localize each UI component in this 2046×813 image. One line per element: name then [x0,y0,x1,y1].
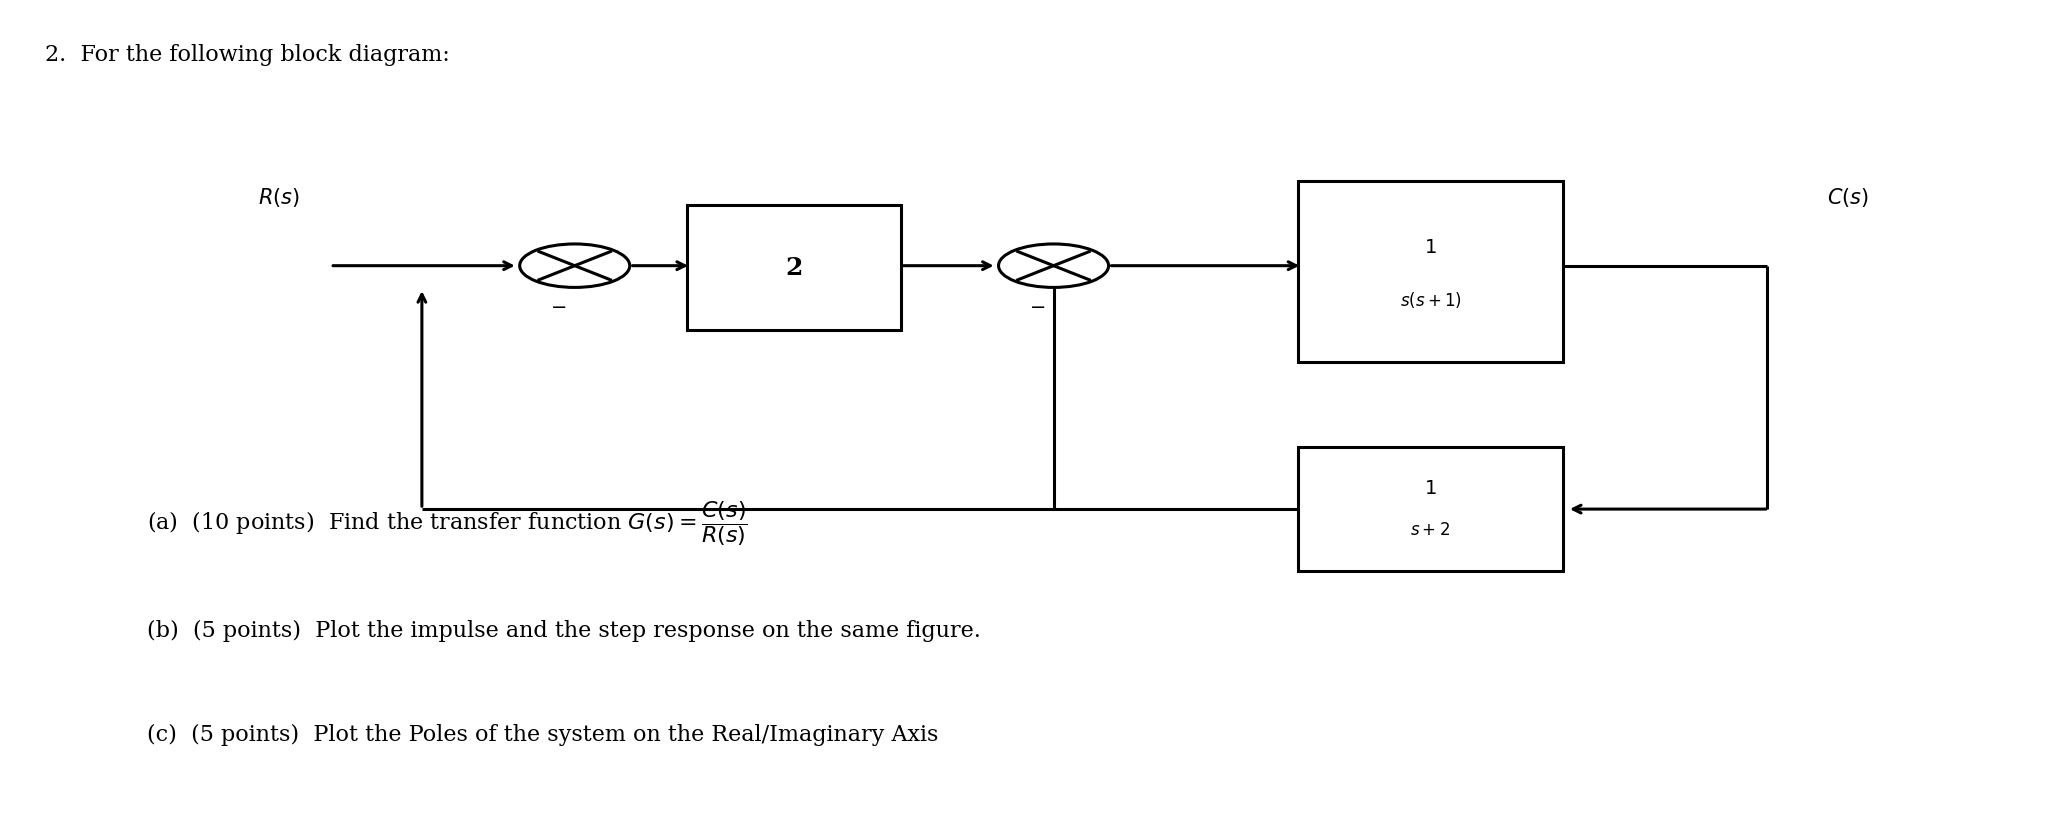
Text: $C(s)$: $C(s)$ [1827,186,1870,210]
Text: $R(s)$: $R(s)$ [258,186,301,210]
FancyBboxPatch shape [1297,446,1563,572]
Text: $s+2$: $s+2$ [1410,522,1451,539]
Text: $-$: $-$ [1029,297,1046,315]
Text: (c)  (5 points)  Plot the Poles of the system on the Real/Imaginary Axis: (c) (5 points) Plot the Poles of the sys… [147,724,939,746]
Text: $-$: $-$ [550,297,567,315]
FancyBboxPatch shape [1297,181,1563,363]
Text: $1$: $1$ [1424,238,1436,257]
Text: $1$: $1$ [1424,480,1436,498]
Text: 2.  For the following block diagram:: 2. For the following block diagram: [45,45,450,67]
Text: 2: 2 [786,256,802,280]
Text: (a)  (10 points)  Find the transfer function $G(s) = \dfrac{C(s)}{R(s)}$: (a) (10 points) Find the transfer functi… [147,499,747,548]
Text: $s(s+1)$: $s(s+1)$ [1399,290,1461,310]
Text: (b)  (5 points)  Plot the impulse and the step response on the same figure.: (b) (5 points) Plot the impulse and the … [147,620,980,641]
FancyBboxPatch shape [687,206,900,330]
